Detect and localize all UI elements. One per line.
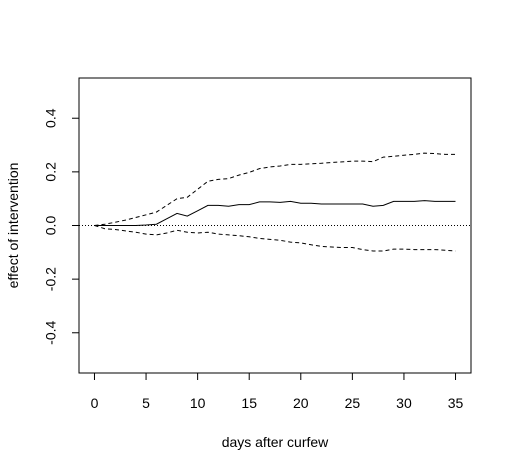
- x-tick-label: 15: [241, 395, 257, 411]
- x-tick-label: 30: [396, 395, 412, 411]
- y-axis: -0.4 -0.2 0.0 0.2 0.4: [43, 108, 80, 345]
- lower-bound-line: [94, 225, 456, 252]
- y-tick-label: -0.2: [43, 267, 59, 291]
- estimate-line: [94, 200, 456, 226]
- y-axis-label: effect of intervention: [5, 163, 21, 289]
- x-tick-label: 25: [345, 395, 361, 411]
- x-axis: 0 5 10 15 20 25 30 35: [91, 372, 464, 411]
- y-tick-label: 0.2: [43, 162, 59, 182]
- series-lines: [94, 152, 456, 252]
- y-tick-label: 0.4: [43, 108, 59, 128]
- x-tick-label: 10: [190, 395, 206, 411]
- y-tick-label: 0.0: [43, 216, 59, 236]
- x-tick-label: 20: [293, 395, 309, 411]
- x-tick-label: 5: [142, 395, 150, 411]
- y-tick-label: -0.4: [43, 320, 59, 344]
- upper-bound-line: [94, 152, 456, 226]
- x-tick-label: 35: [448, 395, 464, 411]
- x-tick-label: 0: [91, 395, 99, 411]
- x-axis-label: days after curfew: [222, 434, 329, 450]
